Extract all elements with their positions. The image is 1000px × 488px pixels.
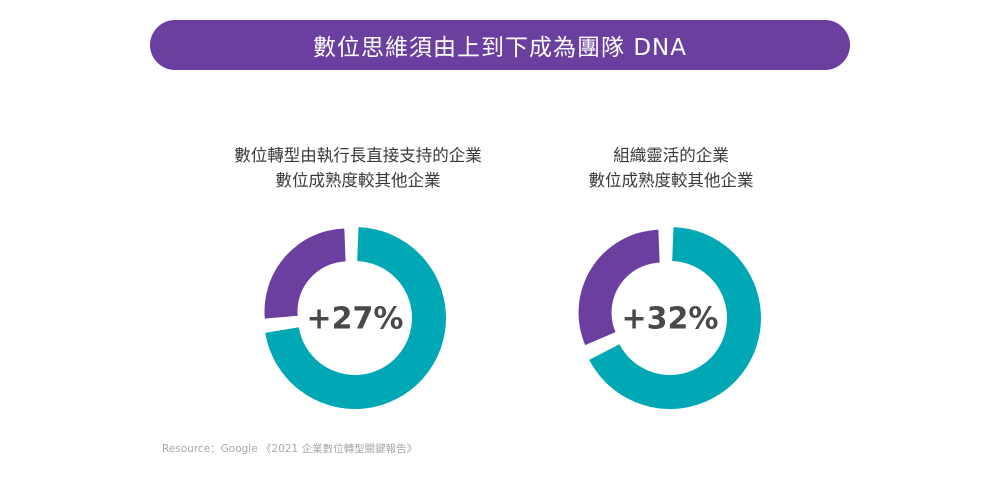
donut-chart-2-center-label: +32% — [622, 302, 719, 337]
source-note: Resource：Google 《2021 企業數位轉型關鍵報告》 — [162, 443, 418, 455]
donut-chart-1-slice-purple — [264, 228, 346, 319]
chart-2-caption-line-1: 組織靈活的企業 — [613, 146, 729, 165]
donut-chart-2: +32% — [578, 227, 761, 409]
chart-2-caption-line-2: 數位成熟度較其他企業 — [588, 171, 754, 190]
donut-chart-1-segments — [264, 227, 446, 409]
donut-chart-2-slice-purple — [578, 229, 660, 346]
chart-1-caption: 數位轉型由執行長直接支持的企業 數位成熟度較其他企業 — [198, 143, 518, 193]
donut-chart-2-segments — [578, 227, 761, 409]
donut-chart-1-slice-teal — [265, 227, 446, 409]
page-title: 數位思維須由上到下成為團隊 DNA — [313, 35, 687, 61]
donut-chart-1-center-label: +27% — [307, 302, 404, 337]
donut-chart-1: +27% — [264, 227, 446, 409]
donut-chart-2-slice-teal — [589, 227, 761, 409]
chart-1-caption-line-1: 數位轉型由執行長直接支持的企業 — [234, 146, 482, 165]
title-banner: 數位思維須由上到下成為團隊 DNA — [150, 20, 850, 70]
chart-2-caption: 組織靈活的企業 數位成熟度較其他企業 — [511, 143, 831, 193]
chart-1-caption-line-2: 數位成熟度較其他企業 — [275, 171, 441, 190]
